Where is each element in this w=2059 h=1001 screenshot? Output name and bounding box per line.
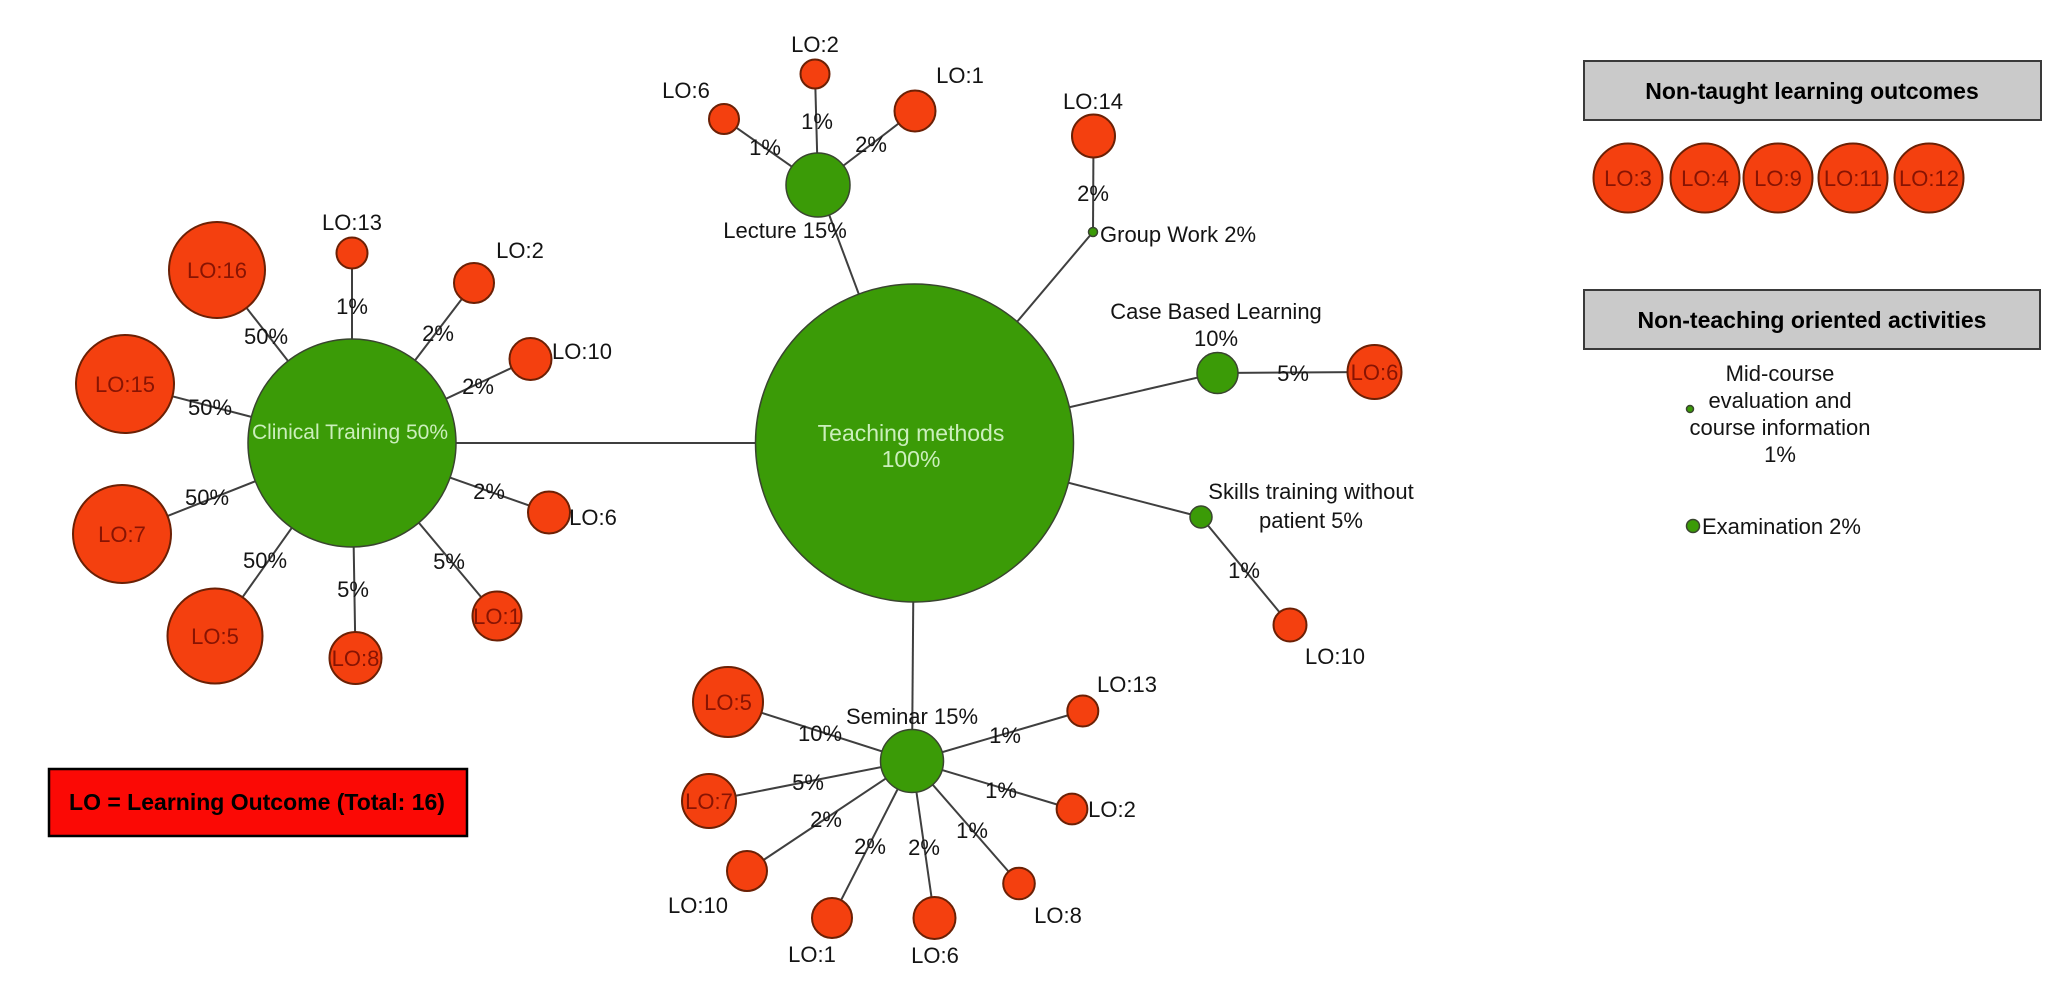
svg-text:2%: 2% — [855, 132, 887, 157]
svg-text:Mid-course: Mid-course — [1726, 361, 1835, 386]
svg-text:1%: 1% — [1228, 558, 1260, 583]
svg-text:50%: 50% — [188, 395, 232, 420]
svg-text:LO:2: LO:2 — [1088, 797, 1136, 822]
svg-text:2%: 2% — [422, 321, 454, 346]
svg-text:Clinical Training 50%: Clinical Training 50% — [252, 421, 448, 444]
svg-text:Non-taught learning outcomes: Non-taught learning outcomes — [1645, 78, 1979, 104]
svg-text:LO:12: LO:12 — [1899, 166, 1959, 191]
svg-text:LO:3: LO:3 — [1604, 166, 1652, 191]
svg-text:2%: 2% — [473, 479, 505, 504]
svg-text:2%: 2% — [908, 835, 940, 860]
svg-text:Lecture 15%: Lecture 15% — [723, 218, 847, 243]
svg-text:LO:8: LO:8 — [1034, 903, 1082, 928]
svg-text:LO = Learning Outcome (Total:: LO = Learning Outcome (Total: 16) — [69, 789, 445, 815]
svg-text:LO:6: LO:6 — [1351, 360, 1399, 385]
svg-text:1%: 1% — [749, 135, 781, 160]
svg-text:2%: 2% — [1077, 181, 1109, 206]
svg-text:50%: 50% — [243, 548, 287, 573]
svg-text:1%: 1% — [336, 294, 368, 319]
svg-text:LO:13: LO:13 — [1097, 672, 1157, 697]
svg-text:LO:6: LO:6 — [569, 505, 617, 530]
svg-text:5%: 5% — [792, 770, 824, 795]
svg-text:50%: 50% — [185, 485, 229, 510]
svg-text:LO:5: LO:5 — [704, 690, 752, 715]
svg-text:10%: 10% — [798, 721, 842, 746]
svg-text:2%: 2% — [462, 374, 494, 399]
svg-text:LO:6: LO:6 — [662, 78, 710, 103]
svg-text:1%: 1% — [985, 778, 1017, 803]
svg-text:1%: 1% — [989, 723, 1021, 748]
svg-text:LO:7: LO:7 — [685, 789, 733, 814]
svg-text:LO:10: LO:10 — [1305, 644, 1365, 669]
svg-text:evaluation and: evaluation and — [1708, 388, 1851, 413]
svg-text:LO:4: LO:4 — [1681, 166, 1729, 191]
svg-text:2%: 2% — [810, 807, 842, 832]
svg-text:LO:1: LO:1 — [936, 63, 984, 88]
svg-text:5%: 5% — [1277, 361, 1309, 386]
svg-text:1%: 1% — [801, 109, 833, 134]
svg-text:5%: 5% — [337, 577, 369, 602]
svg-text:course information: course information — [1690, 415, 1871, 440]
svg-text:LO:1: LO:1 — [788, 942, 836, 967]
svg-text:Seminar 15%: Seminar 15% — [846, 704, 978, 729]
svg-text:100%: 100% — [882, 446, 941, 472]
svg-text:LO:9: LO:9 — [1754, 166, 1802, 191]
svg-text:Skills training without: Skills training without — [1208, 479, 1413, 504]
svg-text:5%: 5% — [433, 549, 465, 574]
svg-text:LO:11: LO:11 — [1824, 166, 1882, 191]
svg-text:patient 5%: patient 5% — [1259, 508, 1363, 533]
svg-text:Non-teaching oriented activiti: Non-teaching oriented activities — [1638, 307, 1987, 333]
svg-text:LO:7: LO:7 — [98, 522, 146, 547]
svg-text:LO:15: LO:15 — [95, 372, 155, 397]
svg-text:LO:10: LO:10 — [552, 339, 612, 364]
svg-text:LO:13: LO:13 — [322, 210, 382, 235]
svg-text:LO:1: LO:1 — [473, 604, 521, 629]
svg-text:LO:14: LO:14 — [1063, 89, 1123, 114]
svg-text:LO:2: LO:2 — [496, 238, 544, 263]
svg-text:Case Based Learning: Case Based Learning — [1110, 299, 1322, 324]
svg-text:Teaching methods: Teaching methods — [818, 420, 1005, 446]
svg-text:LO:2: LO:2 — [791, 32, 839, 57]
svg-text:LO:8: LO:8 — [332, 646, 380, 671]
svg-text:2%: 2% — [854, 834, 886, 859]
svg-text:LO:16: LO:16 — [187, 258, 247, 283]
svg-text:LO:10: LO:10 — [668, 893, 728, 918]
svg-text:10%: 10% — [1194, 326, 1238, 351]
svg-text:1%: 1% — [1764, 442, 1796, 467]
svg-text:Group Work 2%: Group Work 2% — [1100, 222, 1256, 247]
svg-text:LO:6: LO:6 — [911, 943, 959, 968]
svg-text:LO:5: LO:5 — [191, 624, 239, 649]
svg-text:Examination 2%: Examination 2% — [1702, 514, 1861, 539]
svg-text:1%: 1% — [956, 818, 988, 843]
svg-text:50%: 50% — [244, 324, 288, 349]
